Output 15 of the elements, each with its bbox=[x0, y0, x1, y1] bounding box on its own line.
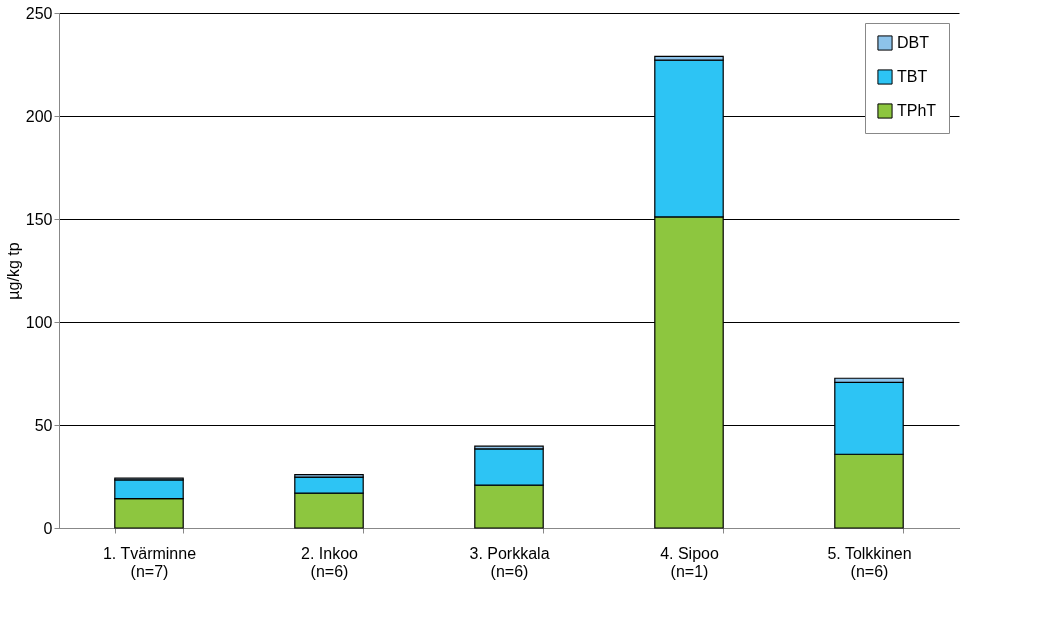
y-tick-label: 100 bbox=[25, 313, 53, 331]
y-tick-label: 0 bbox=[43, 519, 53, 537]
legend-label: DBT bbox=[897, 34, 930, 51]
y-axis-title: µg/kg tp bbox=[4, 242, 22, 300]
legend-label: TBT bbox=[897, 68, 928, 85]
y-tick-label: 50 bbox=[34, 416, 53, 434]
x-tick-label: 5. Tolkkinen (n=6) bbox=[827, 544, 912, 580]
y-tick-label: 200 bbox=[25, 107, 53, 125]
y-tick-label: 150 bbox=[25, 210, 53, 228]
x-tick-label: 1. Tvärminne (n=7) bbox=[102, 544, 197, 580]
x-tick-label: 2. Inkoo (n=6) bbox=[301, 544, 359, 580]
x-tick-label: 4. Sipoo (n=1) bbox=[660, 544, 719, 580]
y-tick-label: 250 bbox=[25, 4, 53, 22]
x-tick-label: 3. Porkkala (n=6) bbox=[469, 544, 550, 580]
legend-label: TPhT bbox=[897, 102, 937, 119]
